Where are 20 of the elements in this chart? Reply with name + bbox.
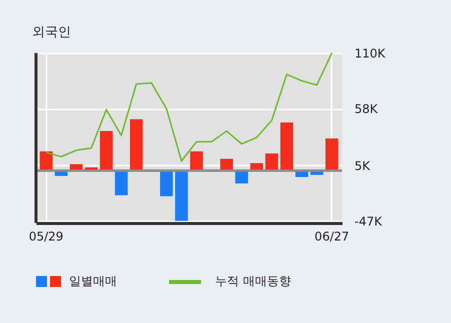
line-series <box>45 52 333 162</box>
y-tick-label: 5K <box>354 158 372 173</box>
bar <box>160 170 173 196</box>
chart-title: 외국인 <box>32 25 71 40</box>
y-tick-label: -47K <box>354 214 384 228</box>
x-tick-label: 06/27 <box>314 230 350 244</box>
x-tick-label: 05/29 <box>28 230 64 244</box>
legend-label: 일별매매 <box>69 273 117 290</box>
bar <box>325 138 338 171</box>
bar <box>175 170 188 221</box>
bar <box>190 151 203 171</box>
bar <box>130 119 143 171</box>
legend-label: 누적 매매동향 <box>215 273 291 290</box>
bar <box>114 170 128 196</box>
bar <box>220 158 233 171</box>
y-tick-label: 58K <box>354 102 379 116</box>
y-tick-label: 110K <box>354 46 386 60</box>
bar <box>265 154 278 171</box>
bar <box>100 131 113 171</box>
bar <box>280 122 294 171</box>
